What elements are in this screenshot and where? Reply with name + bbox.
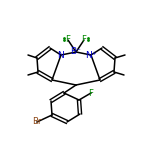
Text: N⁺: N⁺ <box>85 50 97 59</box>
Text: F: F <box>66 36 71 45</box>
Text: Br: Br <box>32 117 42 126</box>
Text: F: F <box>88 88 93 97</box>
Text: N: N <box>58 50 64 59</box>
Text: F: F <box>81 36 86 45</box>
Text: B⁻: B⁻ <box>71 47 81 57</box>
